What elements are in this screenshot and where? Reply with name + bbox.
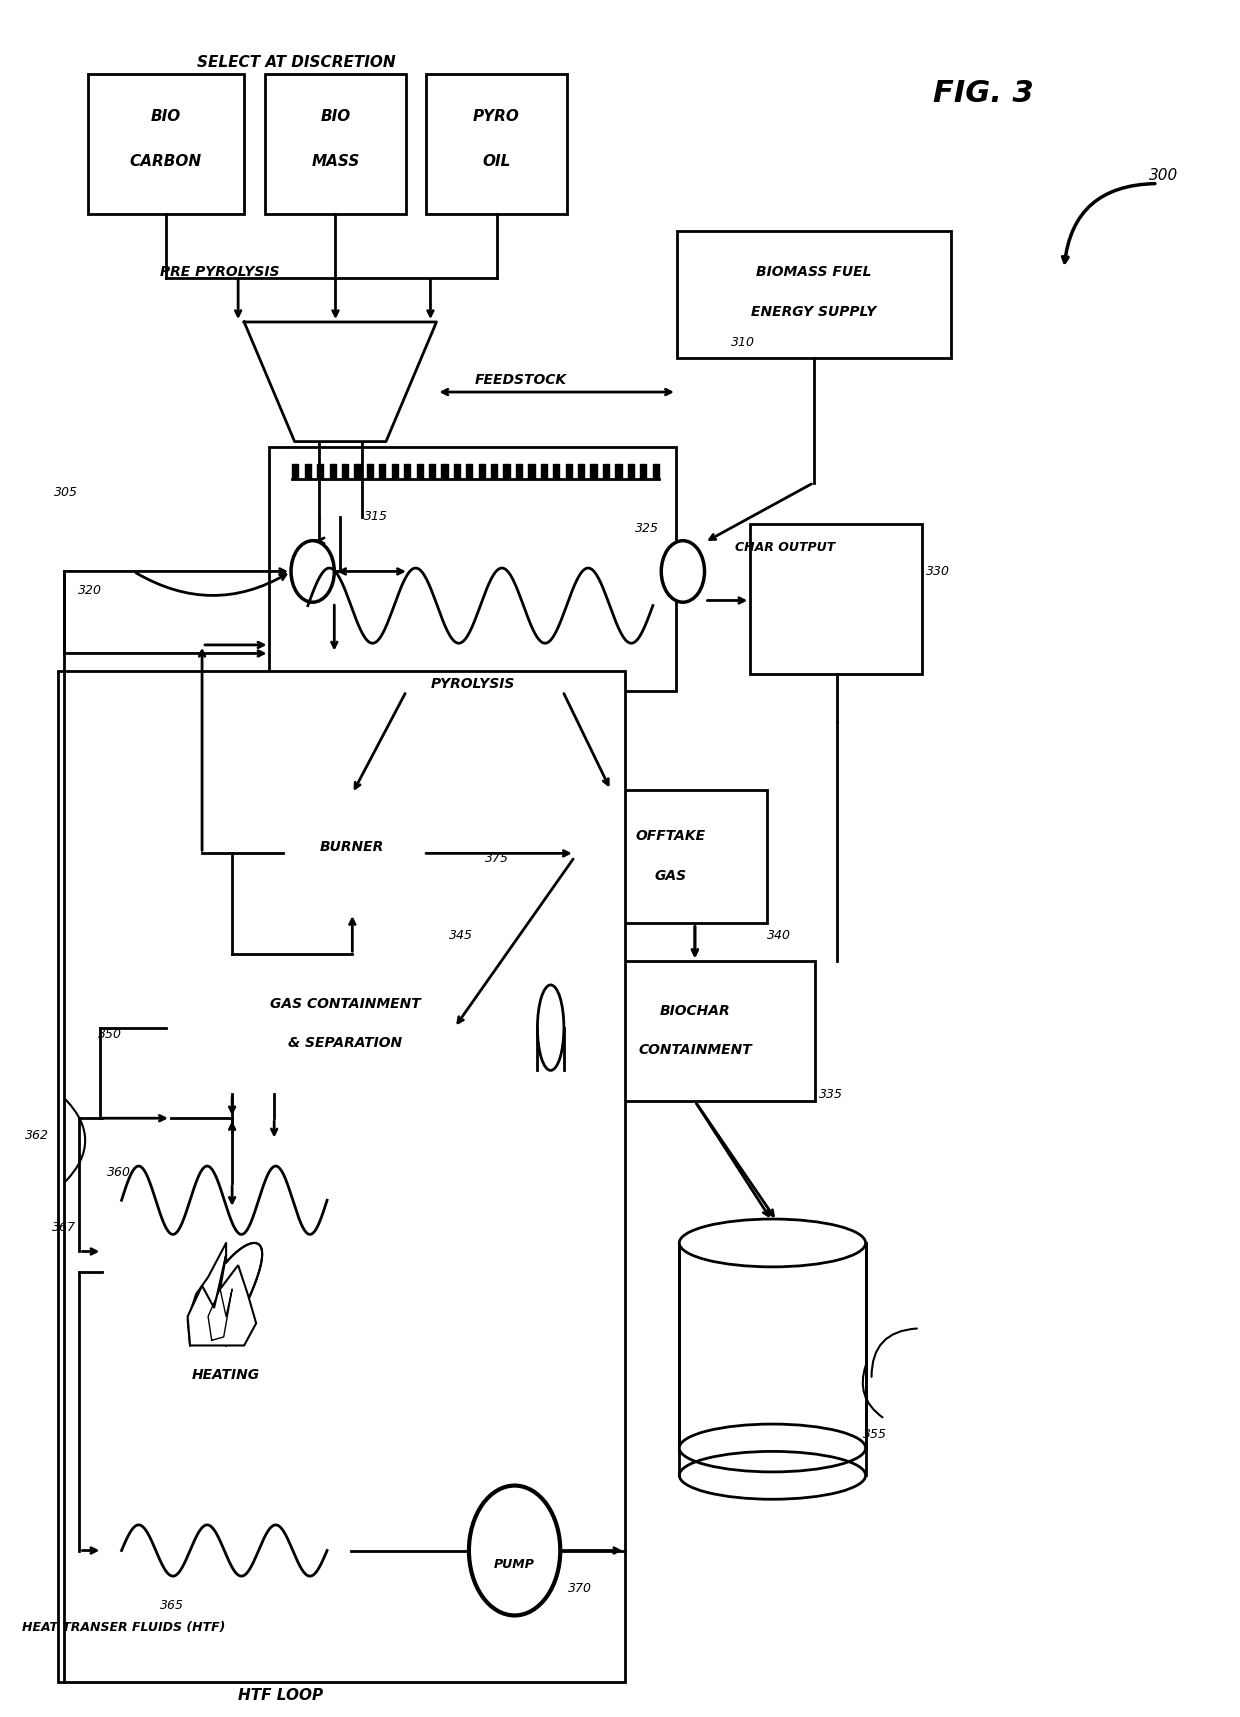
- Text: GAS CONTAINMENT: GAS CONTAINMENT: [270, 998, 420, 1011]
- Circle shape: [661, 541, 704, 603]
- Text: 365: 365: [160, 1599, 184, 1612]
- Text: 362: 362: [25, 1128, 50, 1142]
- Bar: [102, 1490, 351, 1611]
- Text: 305: 305: [55, 486, 78, 500]
- Bar: [677, 232, 951, 357]
- Text: BIO: BIO: [151, 110, 181, 124]
- Text: BIOMASS FUEL: BIOMASS FUEL: [756, 266, 872, 280]
- Text: BIOCHAR: BIOCHAR: [660, 1003, 730, 1018]
- Text: & SEPARATION: & SEPARATION: [288, 1035, 402, 1051]
- Ellipse shape: [680, 1451, 866, 1499]
- Text: 355: 355: [863, 1429, 887, 1441]
- Bar: [425, 74, 568, 215]
- Bar: [102, 1118, 351, 1425]
- Text: SELECT AT DISCRETION: SELECT AT DISCRETION: [196, 55, 396, 70]
- Bar: [750, 524, 923, 675]
- Ellipse shape: [680, 1423, 866, 1471]
- Bar: [269, 446, 676, 690]
- Text: BURNER: BURNER: [320, 840, 384, 853]
- Text: PYRO: PYRO: [474, 110, 520, 124]
- Text: HEATING: HEATING: [192, 1367, 260, 1382]
- Text: 345: 345: [449, 929, 472, 943]
- Text: BIO: BIO: [320, 110, 351, 124]
- Text: HTF LOOP: HTF LOOP: [238, 1688, 322, 1703]
- Ellipse shape: [680, 1219, 866, 1267]
- Circle shape: [291, 541, 335, 603]
- Bar: [283, 793, 423, 913]
- Bar: [574, 962, 815, 1101]
- Text: 300: 300: [1149, 168, 1178, 182]
- Text: OFFTAKE: OFFTAKE: [636, 829, 706, 843]
- Circle shape: [469, 1485, 560, 1616]
- Text: 325: 325: [635, 522, 658, 536]
- Text: HEAT TRANSER FLUIDS (HTF): HEAT TRANSER FLUIDS (HTF): [22, 1621, 226, 1635]
- Text: 350: 350: [98, 1028, 122, 1041]
- Text: 335: 335: [818, 1089, 843, 1101]
- Ellipse shape: [537, 986, 564, 1070]
- Text: 375: 375: [485, 852, 508, 865]
- Text: CHAR OUTPUT: CHAR OUTPUT: [735, 541, 836, 555]
- Polygon shape: [226, 1243, 262, 1346]
- Text: CONTAINMENT: CONTAINMENT: [639, 1042, 751, 1058]
- Text: FIG. 3: FIG. 3: [932, 79, 1034, 108]
- Text: 310: 310: [732, 337, 755, 349]
- Text: 340: 340: [768, 929, 791, 943]
- Text: 370: 370: [568, 1581, 591, 1595]
- Text: 360: 360: [107, 1166, 131, 1180]
- Bar: [58, 671, 625, 1683]
- Bar: [166, 955, 525, 1094]
- Bar: [88, 74, 244, 215]
- Text: OIL: OIL: [482, 155, 511, 168]
- Bar: [680, 1243, 866, 1447]
- Text: 320: 320: [78, 584, 102, 598]
- Text: 330: 330: [926, 565, 950, 579]
- Text: PUMP: PUMP: [495, 1557, 534, 1571]
- Text: CARBON: CARBON: [130, 155, 202, 168]
- Text: 315: 315: [365, 510, 388, 524]
- Text: PRE PYROLYSIS: PRE PYROLYSIS: [160, 266, 280, 280]
- Text: 367: 367: [52, 1221, 76, 1235]
- Bar: [264, 74, 407, 215]
- Text: FEEDSTOCK: FEEDSTOCK: [475, 373, 567, 386]
- Text: GAS: GAS: [655, 869, 687, 883]
- Text: PYROLYSIS: PYROLYSIS: [430, 676, 515, 692]
- Bar: [574, 790, 768, 924]
- Text: MASS: MASS: [311, 155, 360, 168]
- Polygon shape: [187, 1255, 257, 1346]
- Text: ENERGY SUPPLY: ENERGY SUPPLY: [751, 304, 877, 319]
